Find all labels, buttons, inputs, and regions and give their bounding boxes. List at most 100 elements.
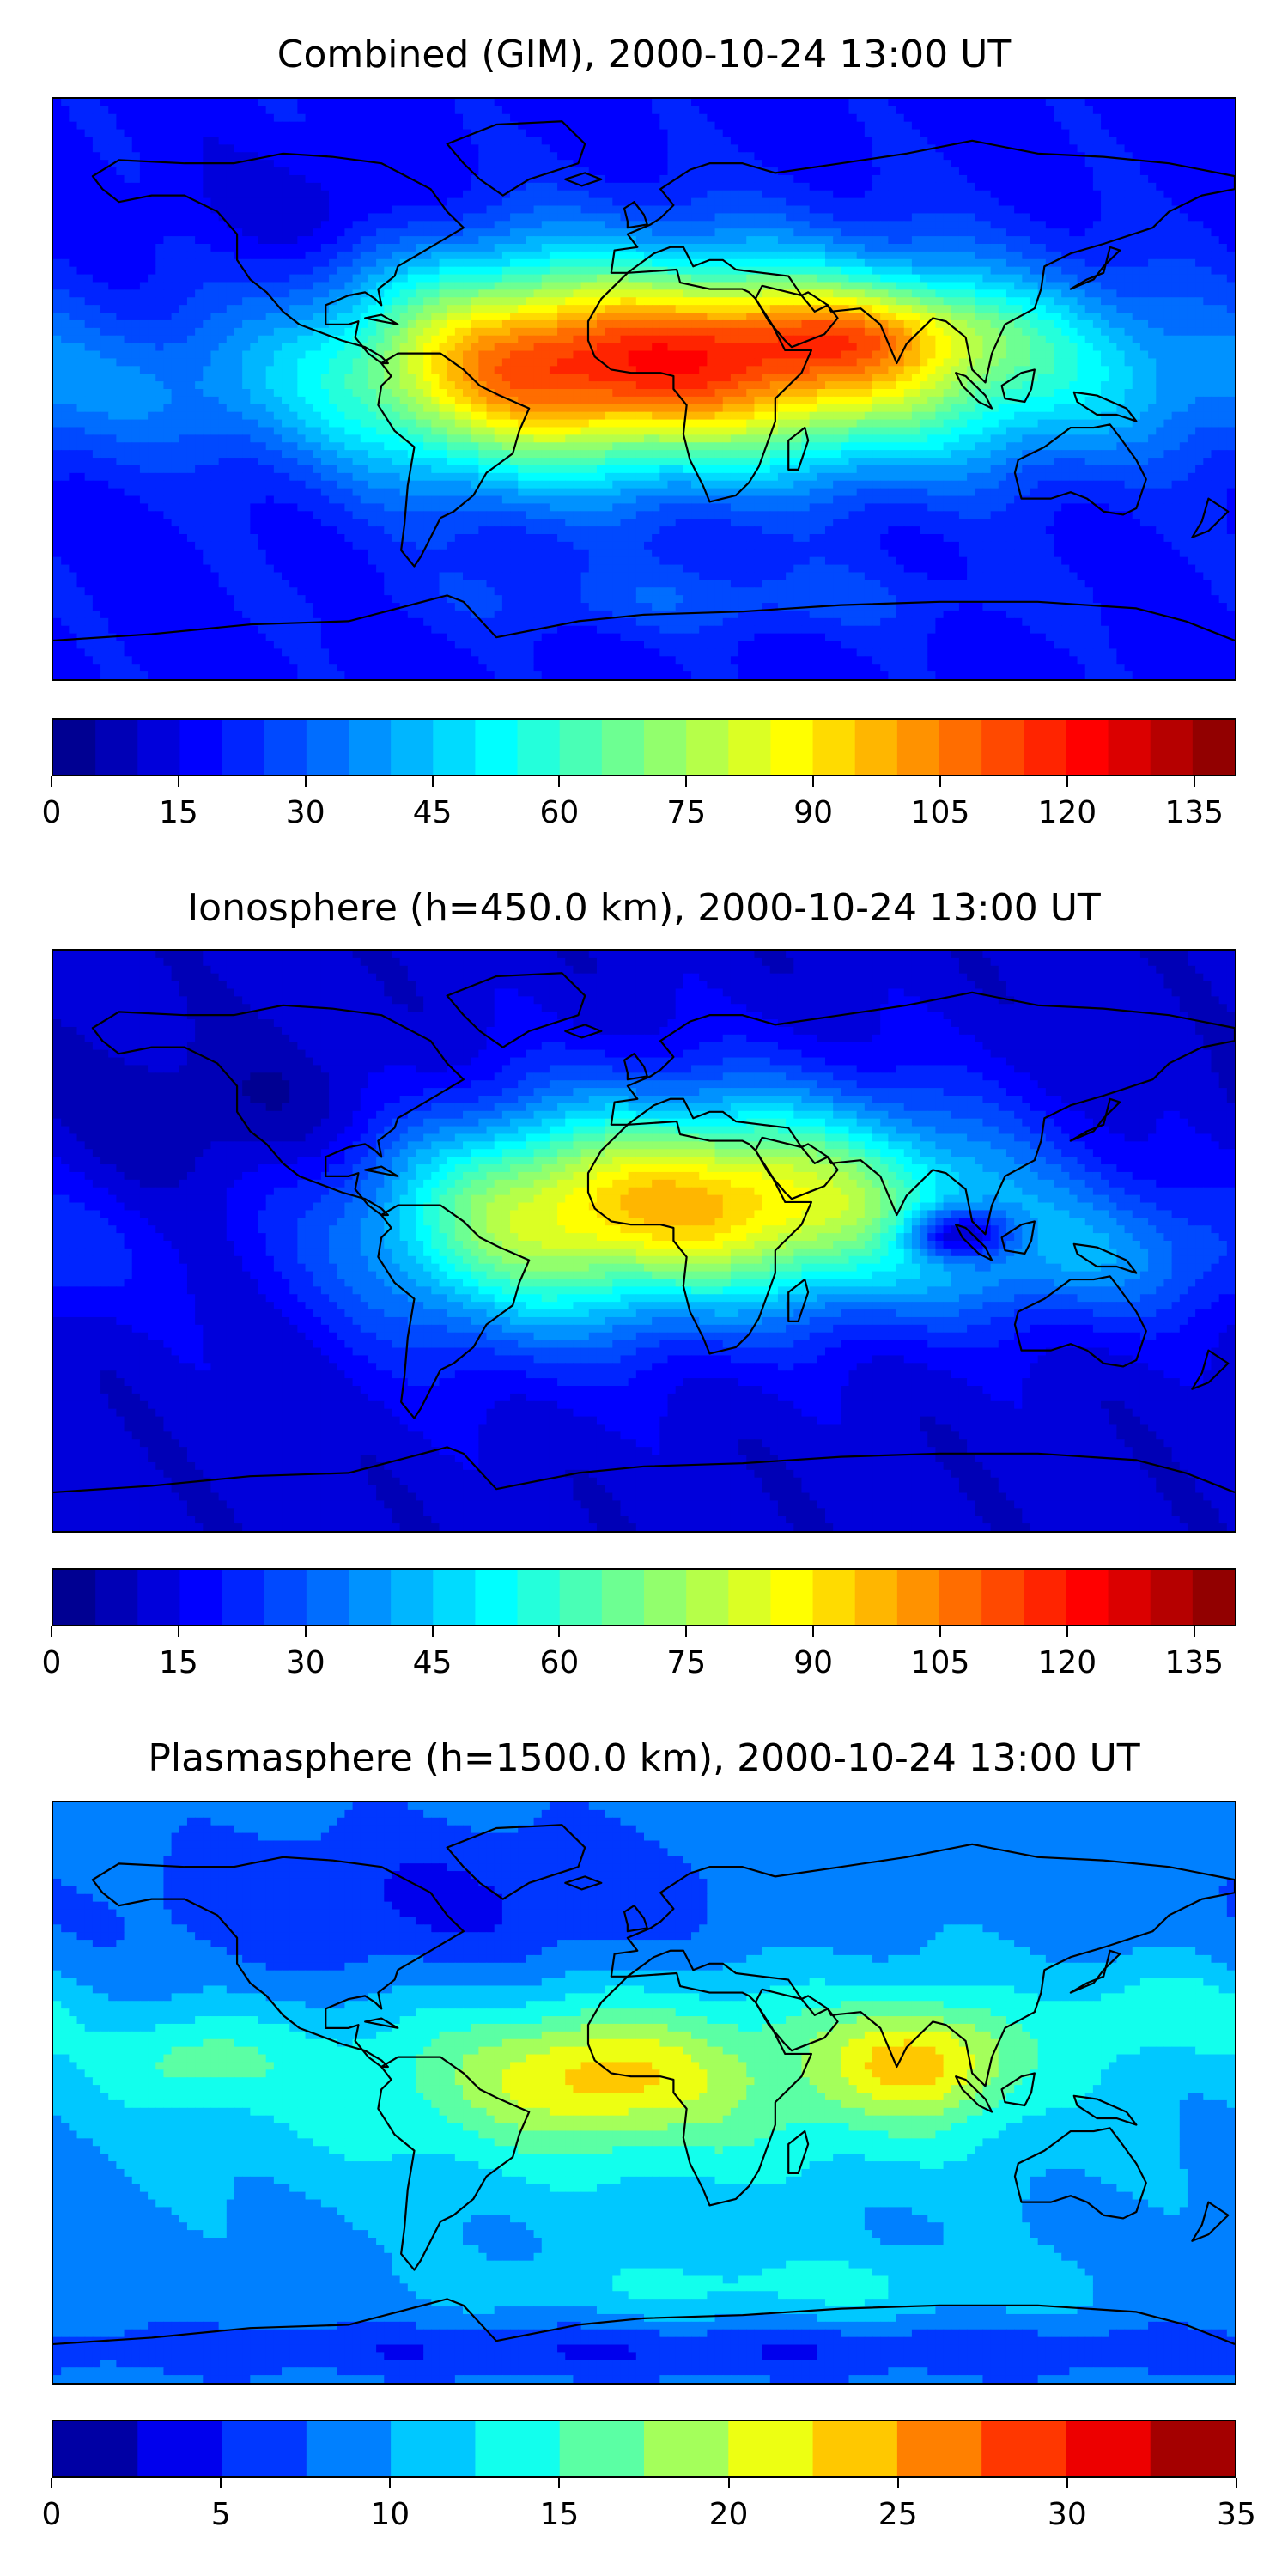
heatmap-cell bbox=[982, 343, 992, 352]
heatmap-cell bbox=[463, 244, 471, 252]
heatmap-cell bbox=[691, 113, 700, 123]
heatmap-cell bbox=[746, 205, 756, 215]
heatmap-cell bbox=[258, 228, 267, 237]
heatmap-cell bbox=[920, 297, 928, 306]
heatmap-cell bbox=[258, 350, 267, 360]
heatmap-cell bbox=[998, 313, 1007, 321]
heatmap-cell bbox=[148, 258, 156, 268]
heatmap-cell bbox=[958, 106, 968, 115]
heatmap-cell bbox=[148, 197, 156, 207]
heatmap-cell bbox=[494, 319, 503, 329]
heatmap-cell bbox=[526, 335, 535, 344]
heatmap-cell bbox=[580, 335, 590, 344]
heatmap-cell bbox=[313, 313, 322, 321]
heatmap-cell bbox=[108, 213, 117, 222]
heatmap-cell bbox=[282, 297, 290, 306]
heatmap-cell bbox=[320, 289, 330, 298]
heatmap-cell bbox=[1084, 258, 1094, 268]
heatmap-cell bbox=[722, 99, 732, 107]
heatmap-cell bbox=[384, 152, 393, 161]
heatmap-cell bbox=[896, 282, 905, 290]
heatmap-cell bbox=[746, 106, 756, 115]
heatmap-cell bbox=[116, 335, 125, 344]
heatmap-cell bbox=[179, 244, 188, 252]
heatmap-cell bbox=[738, 282, 747, 290]
heatmap-cell bbox=[588, 313, 598, 321]
heatmap-cell bbox=[305, 327, 314, 337]
heatmap-cell bbox=[510, 213, 519, 222]
heatmap-cell bbox=[471, 213, 479, 222]
heatmap-cell bbox=[155, 274, 165, 283]
heatmap-cell bbox=[1109, 137, 1117, 145]
heatmap-cell bbox=[368, 129, 377, 138]
heatmap-cell bbox=[399, 137, 409, 145]
heatmap-cell bbox=[501, 182, 511, 191]
heatmap-cell bbox=[1195, 258, 1204, 268]
heatmap-cell bbox=[998, 274, 1007, 283]
heatmap-cell bbox=[415, 182, 424, 191]
heatmap-cell bbox=[596, 160, 605, 168]
heatmap-cell bbox=[565, 160, 574, 168]
heatmap-cell bbox=[683, 228, 692, 237]
heatmap-cell bbox=[786, 182, 794, 191]
heatmap-cell bbox=[148, 282, 156, 290]
heatmap-cell bbox=[707, 319, 716, 329]
heatmap-cell bbox=[714, 137, 724, 145]
heatmap-cell bbox=[124, 129, 133, 138]
heatmap-cell bbox=[494, 251, 503, 260]
heatmap-cell bbox=[195, 297, 204, 306]
heatmap-cell bbox=[1109, 144, 1117, 153]
heatmap-cell bbox=[605, 274, 613, 283]
heatmap-cell bbox=[344, 197, 354, 207]
heatmap-cell bbox=[108, 182, 117, 191]
heatmap-cell bbox=[329, 274, 337, 283]
heatmap-cell bbox=[1077, 144, 1086, 153]
heatmap-cell bbox=[1116, 129, 1126, 138]
heatmap-cell bbox=[588, 160, 598, 168]
heatmap-cell bbox=[880, 205, 889, 215]
heatmap-cell bbox=[478, 99, 488, 107]
heatmap-cell bbox=[549, 327, 558, 337]
heatmap-cell bbox=[1014, 174, 1023, 184]
heatmap-cell bbox=[958, 213, 968, 222]
heatmap-cell bbox=[580, 258, 590, 268]
heatmap-cell bbox=[407, 313, 416, 321]
heatmap-cell bbox=[620, 129, 629, 138]
heatmap-cell bbox=[1203, 129, 1212, 138]
heatmap-cell bbox=[297, 305, 307, 313]
heatmap-cell bbox=[116, 274, 125, 283]
heatmap-cell bbox=[289, 213, 298, 222]
heatmap-cell bbox=[990, 213, 999, 222]
heatmap-cell bbox=[368, 244, 377, 252]
heatmap-cell bbox=[439, 152, 448, 161]
heatmap-cell bbox=[777, 335, 787, 344]
heatmap-cell bbox=[313, 228, 322, 237]
heatmap-cell bbox=[1030, 244, 1039, 252]
heatmap-cell bbox=[975, 343, 984, 352]
heatmap-cell bbox=[61, 160, 70, 168]
heatmap-cell bbox=[809, 335, 818, 344]
heatmap-cell bbox=[911, 129, 920, 138]
heatmap-cell bbox=[501, 221, 511, 229]
heatmap-cell bbox=[337, 313, 346, 321]
heatmap-cell bbox=[817, 213, 826, 222]
heatmap-cell bbox=[171, 99, 180, 107]
heatmap-cell bbox=[258, 197, 267, 207]
heatmap-cell bbox=[998, 228, 1007, 237]
heatmap-cell bbox=[769, 99, 779, 107]
heatmap-cell bbox=[1156, 327, 1165, 337]
heatmap-cell bbox=[1179, 305, 1188, 313]
heatmap-cell bbox=[186, 113, 196, 123]
heatmap-cell bbox=[691, 213, 700, 222]
heatmap-cell bbox=[911, 297, 920, 306]
heatmap-cell bbox=[313, 289, 322, 298]
heatmap-cell bbox=[1030, 327, 1039, 337]
heatmap-cell bbox=[707, 313, 716, 321]
heatmap-cell bbox=[746, 174, 756, 184]
heatmap-cell bbox=[226, 197, 235, 207]
heatmap-cell bbox=[1005, 236, 1015, 245]
heatmap-cell bbox=[1148, 343, 1157, 352]
heatmap-cell bbox=[376, 99, 385, 107]
heatmap-cell bbox=[320, 282, 330, 290]
heatmap-cell bbox=[258, 113, 267, 123]
